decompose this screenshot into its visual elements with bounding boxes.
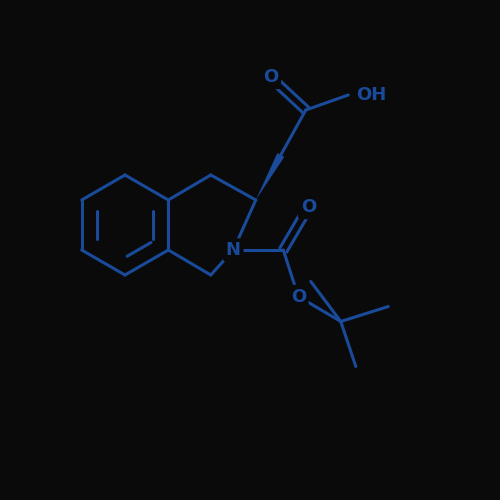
Text: O: O	[263, 68, 278, 86]
Text: O: O	[300, 198, 316, 216]
Text: O: O	[290, 288, 306, 306]
Text: N: N	[226, 241, 241, 259]
Text: OH: OH	[356, 86, 386, 104]
Polygon shape	[256, 153, 284, 200]
